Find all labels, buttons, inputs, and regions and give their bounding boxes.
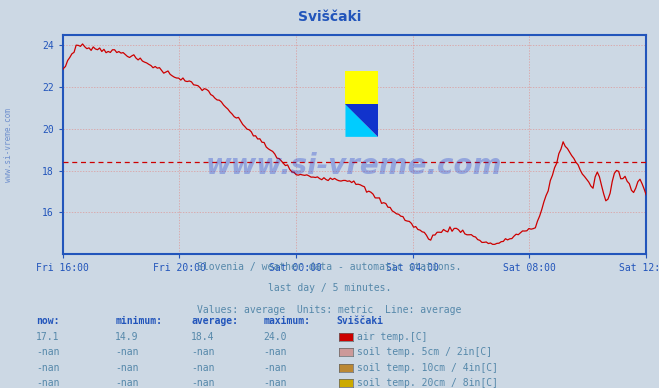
Text: soil temp. 10cm / 4in[C]: soil temp. 10cm / 4in[C]	[357, 363, 498, 373]
Text: 17.1: 17.1	[36, 332, 60, 342]
Text: soil temp. 20cm / 8in[C]: soil temp. 20cm / 8in[C]	[357, 378, 498, 388]
Text: -nan: -nan	[115, 347, 139, 357]
Text: 18.4: 18.4	[191, 332, 215, 342]
Text: -nan: -nan	[264, 363, 287, 373]
Text: -nan: -nan	[191, 378, 215, 388]
Text: Values: average  Units: metric  Line: average: Values: average Units: metric Line: aver…	[197, 305, 462, 315]
Text: -nan: -nan	[191, 347, 215, 357]
Text: 14.9: 14.9	[115, 332, 139, 342]
Text: www.si-vreme.com: www.si-vreme.com	[4, 107, 13, 182]
Text: -nan: -nan	[36, 363, 60, 373]
Text: now:: now:	[36, 316, 60, 326]
Text: last day / 5 minutes.: last day / 5 minutes.	[268, 283, 391, 293]
Text: www.si-vreme.com: www.si-vreme.com	[206, 152, 502, 180]
Text: -nan: -nan	[115, 363, 139, 373]
Polygon shape	[345, 104, 378, 137]
Bar	[345, 71, 378, 104]
Text: Sviščaki: Sviščaki	[298, 10, 361, 24]
Polygon shape	[345, 104, 378, 137]
Text: maximum:: maximum:	[264, 316, 310, 326]
Text: 24.0: 24.0	[264, 332, 287, 342]
Text: -nan: -nan	[191, 363, 215, 373]
Text: -nan: -nan	[36, 347, 60, 357]
Text: -nan: -nan	[115, 378, 139, 388]
Text: -nan: -nan	[264, 378, 287, 388]
Text: Slovenia / weather data - automatic stations.: Slovenia / weather data - automatic stat…	[197, 262, 462, 272]
Text: -nan: -nan	[36, 378, 60, 388]
Text: air temp.[C]: air temp.[C]	[357, 332, 428, 342]
Text: average:: average:	[191, 316, 238, 326]
Text: soil temp. 5cm / 2in[C]: soil temp. 5cm / 2in[C]	[357, 347, 492, 357]
Text: -nan: -nan	[264, 347, 287, 357]
Text: Sviščaki: Sviščaki	[336, 316, 383, 326]
Text: minimum:: minimum:	[115, 316, 162, 326]
